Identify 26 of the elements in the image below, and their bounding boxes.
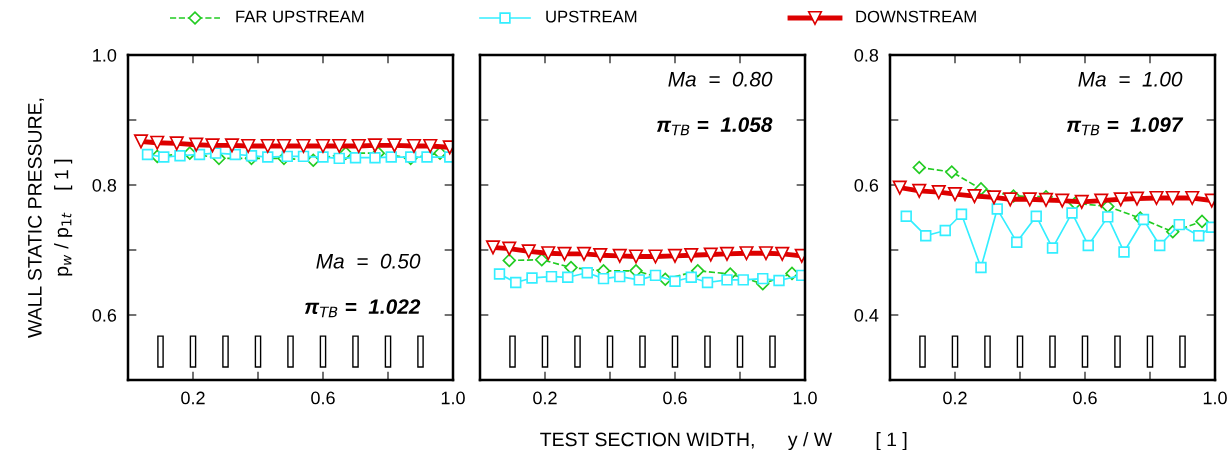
y-tick-label: 0.6 bbox=[854, 178, 879, 192]
x-tick-label: 0.6 bbox=[1073, 391, 1097, 405]
annotation: Ma = 0.50 bbox=[316, 253, 421, 269]
legend-label: DOWNSTREAM bbox=[856, 10, 976, 23]
x-tick-label: 0.6 bbox=[311, 391, 335, 405]
annotation: π$_{TB}$ = 1.097 bbox=[1066, 117, 1184, 136]
x-tick-label: 0.2 bbox=[181, 391, 205, 405]
x-axis-title: TEST SECTION WIDTH, y / W [ 1 ] bbox=[540, 432, 907, 450]
legend-label: UPSTREAM bbox=[546, 10, 637, 23]
annotation: π$_{TB}$ = 1.058 bbox=[656, 117, 773, 136]
text: WALL STATIC PRESSURE, p$_{w}$ / p$_{1t}$ [ 1 ] bbox=[27, 98, 73, 338]
annotation: π$_{TB}$ = 1.022 bbox=[304, 299, 421, 318]
y-tick-label: 0.6 bbox=[92, 308, 117, 322]
x-tick-label: 1.0 bbox=[793, 391, 817, 405]
y-tick-label: 0.8 bbox=[854, 48, 879, 62]
annotation: Ma = 1.00 bbox=[1078, 71, 1183, 87]
y-tick-label: 1.0 bbox=[93, 48, 117, 62]
annotation: Ma = 0.80 bbox=[668, 71, 773, 87]
x-tick-label: 0.2 bbox=[943, 391, 967, 405]
x-tick-label: 1.0 bbox=[441, 391, 465, 405]
y-tick-label: 0.8 bbox=[92, 178, 117, 192]
x-tick-label: 0.6 bbox=[663, 391, 687, 405]
x-tick-label: 0.2 bbox=[533, 391, 557, 405]
y-tick-label: 0.4 bbox=[854, 308, 879, 322]
legend-label: FAR UPSTREAM bbox=[236, 10, 364, 23]
x-tick-label: 1.0 bbox=[1203, 391, 1227, 405]
